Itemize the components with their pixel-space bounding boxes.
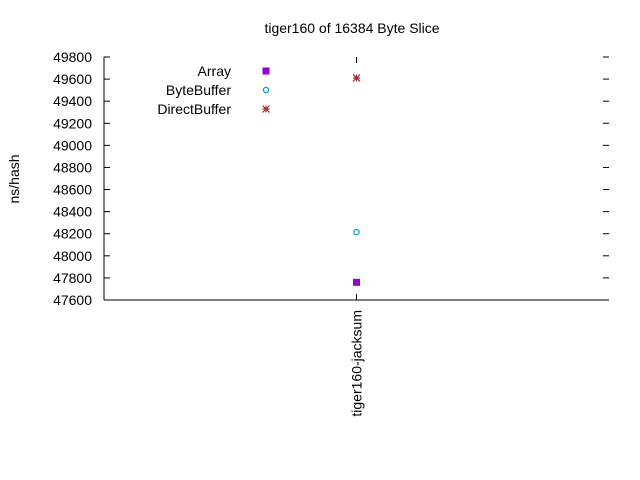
legend-label-bytebuffer: ByteBuffer xyxy=(166,82,231,98)
y-axis-label: ns/hash xyxy=(6,154,22,203)
y-tick-label: 49600 xyxy=(53,71,92,87)
y-tick-label: 48800 xyxy=(53,159,92,175)
y-tick-label: 48600 xyxy=(53,182,92,198)
data-point-bytebuffer xyxy=(353,228,360,236)
data-points xyxy=(352,74,361,286)
data-point-directbuffer-shape xyxy=(352,74,361,82)
y-tick-label: 49400 xyxy=(53,93,92,109)
legend-label-directbuffer: DirectBuffer xyxy=(157,101,231,117)
legend: Array ByteBuffer DirectBuffer xyxy=(157,63,270,117)
x-tick-label: tiger160-jacksum xyxy=(349,310,365,417)
y-ticks: 47600 47800 48000 48200 48400 48600 48800 49000… xyxy=(53,49,609,308)
y-tick-label: 48400 xyxy=(53,204,92,220)
y-tick-label: 47600 xyxy=(53,292,92,308)
data-point-directbuffer xyxy=(352,74,361,82)
y-tick-label: 47800 xyxy=(53,270,92,286)
y-tick-label: 49200 xyxy=(53,115,92,131)
legend-marker-bytebuffer xyxy=(262,86,270,94)
y-tick-label: 49000 xyxy=(53,137,92,153)
data-point-array xyxy=(353,278,360,286)
legend-marker-bytebuffer-shape xyxy=(262,86,270,94)
data-point-array-shape xyxy=(353,278,360,286)
chart-title: tiger160 of 16384 Byte Slice xyxy=(264,20,439,36)
data-point-bytebuffer-shape xyxy=(353,228,360,236)
legend-marker-directbuffer-shape xyxy=(262,105,270,113)
x-ticks: tiger160-jacksum xyxy=(349,57,365,417)
y-tick-label: 48000 xyxy=(53,248,92,264)
legend-label-array: Array xyxy=(198,63,231,79)
y-tick-label: 48200 xyxy=(53,226,92,242)
y-tick-label: 49800 xyxy=(53,49,92,65)
legend-marker-array-shape xyxy=(262,67,270,75)
legend-marker-array xyxy=(262,67,270,75)
legend-marker-directbuffer xyxy=(262,105,270,113)
